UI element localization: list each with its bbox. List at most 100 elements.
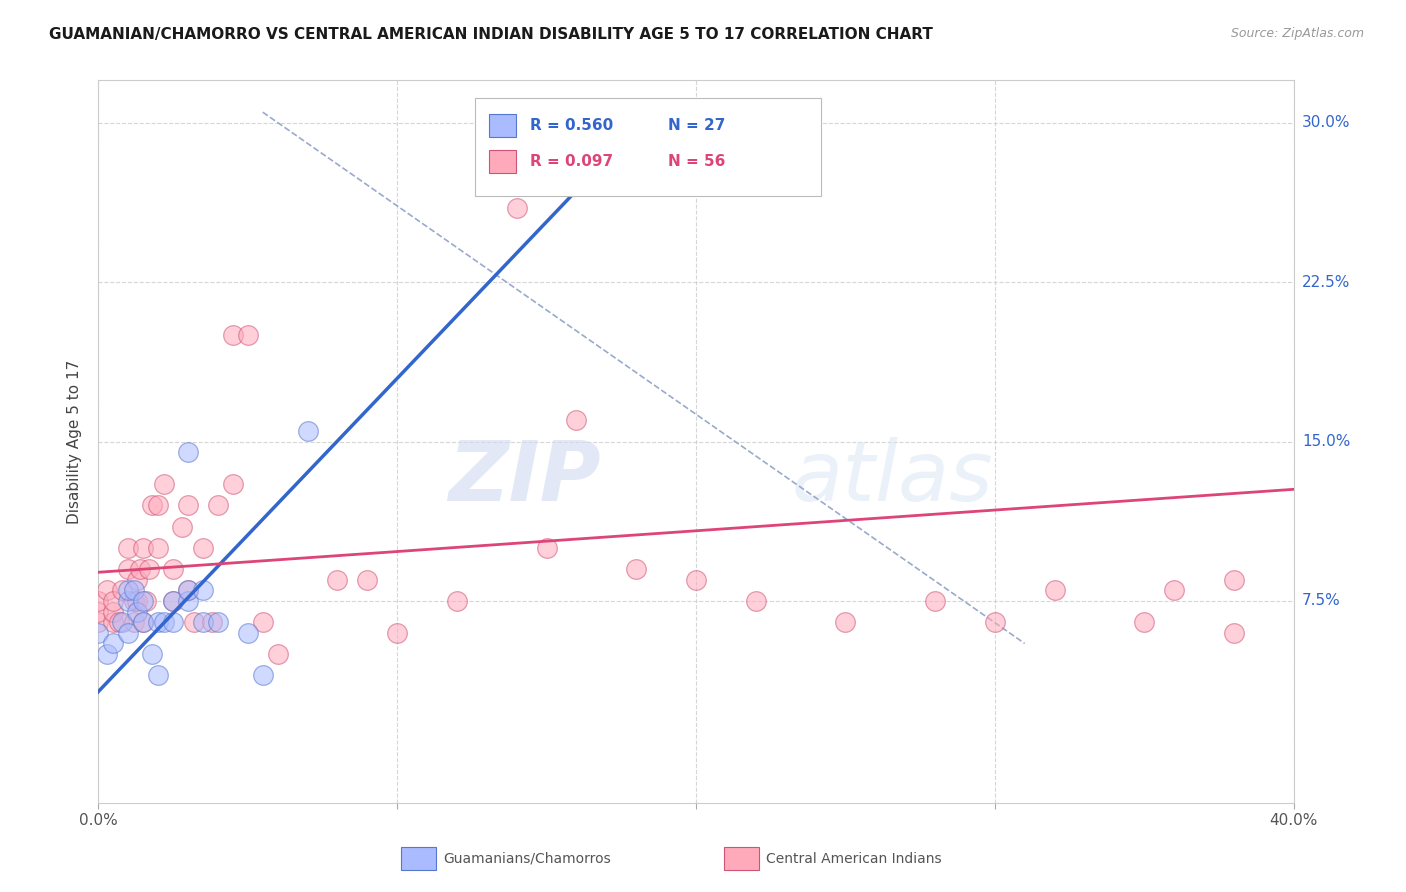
Point: [1133, 615, 1156, 630]
Point: [924, 594, 946, 608]
Point: [103, 594, 125, 608]
Text: 22.5%: 22.5%: [1302, 275, 1350, 290]
Point: [1043, 583, 1066, 598]
Point: [96, 583, 118, 598]
Point: [124, 615, 146, 630]
Point: [87, 625, 110, 640]
Point: [127, 573, 149, 587]
Point: [132, 594, 155, 608]
Point: [162, 562, 184, 576]
Point: [236, 625, 259, 640]
Point: [117, 625, 139, 640]
Point: [177, 594, 200, 608]
Point: [1223, 625, 1246, 640]
Point: [201, 615, 224, 630]
Point: [984, 615, 1007, 630]
Y-axis label: Disability Age 5 to 17: Disability Age 5 to 17: [67, 359, 83, 524]
Point: [129, 562, 152, 576]
Point: [153, 477, 176, 491]
Text: 7.5%: 7.5%: [1302, 593, 1340, 608]
Text: ZIP: ZIP: [447, 437, 600, 518]
FancyBboxPatch shape: [475, 98, 821, 196]
Point: [222, 477, 245, 491]
Point: [191, 541, 214, 555]
Point: [595, 158, 617, 172]
Point: [148, 615, 170, 630]
Text: N = 27: N = 27: [668, 119, 725, 133]
Point: [132, 615, 155, 630]
Text: atlas: atlas: [792, 437, 993, 518]
Text: R = 0.097: R = 0.097: [530, 154, 613, 169]
Point: [87, 594, 110, 608]
Point: [117, 541, 139, 555]
Point: [138, 562, 160, 576]
Point: [124, 594, 146, 608]
Point: [267, 647, 290, 661]
Point: [191, 583, 214, 598]
Point: [141, 647, 163, 661]
Point: [148, 668, 170, 682]
Point: [297, 424, 319, 438]
Point: [834, 615, 856, 630]
Point: [252, 668, 274, 682]
Text: Central American Indians: Central American Indians: [766, 852, 942, 866]
Point: [162, 615, 184, 630]
Point: [1163, 583, 1185, 598]
Point: [326, 573, 349, 587]
Point: [87, 615, 110, 630]
Point: [183, 615, 205, 630]
Point: [252, 615, 274, 630]
Text: GUAMANIAN/CHAMORRO VS CENTRAL AMERICAN INDIAN DISABILITY AGE 5 TO 17 CORRELATION: GUAMANIAN/CHAMORRO VS CENTRAL AMERICAN I…: [49, 27, 934, 42]
Point: [385, 625, 409, 640]
Point: [87, 605, 110, 619]
Point: [127, 605, 149, 619]
Point: [103, 636, 125, 650]
Point: [177, 583, 200, 598]
Point: [177, 498, 200, 512]
Point: [177, 445, 200, 459]
Point: [162, 594, 184, 608]
Point: [172, 519, 194, 533]
Text: Source: ZipAtlas.com: Source: ZipAtlas.com: [1230, 27, 1364, 40]
Text: N = 56: N = 56: [668, 154, 725, 169]
Point: [148, 541, 170, 555]
Point: [236, 328, 259, 343]
Point: [135, 594, 157, 608]
Point: [536, 541, 558, 555]
Point: [141, 498, 163, 512]
Point: [1223, 573, 1246, 587]
Text: Guamanians/Chamorros: Guamanians/Chamorros: [443, 852, 610, 866]
Point: [132, 541, 155, 555]
Point: [222, 328, 245, 343]
Point: [96, 647, 118, 661]
Point: [117, 562, 139, 576]
Point: [745, 594, 768, 608]
Point: [685, 573, 707, 587]
Point: [111, 615, 134, 630]
Point: [117, 594, 139, 608]
Point: [117, 583, 139, 598]
Point: [103, 605, 125, 619]
Point: [103, 615, 125, 630]
Text: R = 0.560: R = 0.560: [530, 119, 613, 133]
FancyBboxPatch shape: [489, 151, 516, 173]
Point: [177, 583, 200, 598]
Point: [162, 594, 184, 608]
Point: [153, 615, 176, 630]
Point: [446, 594, 468, 608]
Point: [207, 498, 229, 512]
Point: [356, 573, 378, 587]
FancyBboxPatch shape: [489, 114, 516, 137]
Text: 15.0%: 15.0%: [1302, 434, 1350, 449]
Point: [148, 498, 170, 512]
Text: 30.0%: 30.0%: [1302, 115, 1350, 130]
Point: [108, 615, 131, 630]
Point: [127, 594, 149, 608]
Point: [506, 201, 529, 215]
Point: [124, 583, 146, 598]
Point: [111, 583, 134, 598]
Point: [626, 562, 648, 576]
Point: [565, 413, 588, 427]
Point: [207, 615, 229, 630]
Point: [191, 615, 214, 630]
